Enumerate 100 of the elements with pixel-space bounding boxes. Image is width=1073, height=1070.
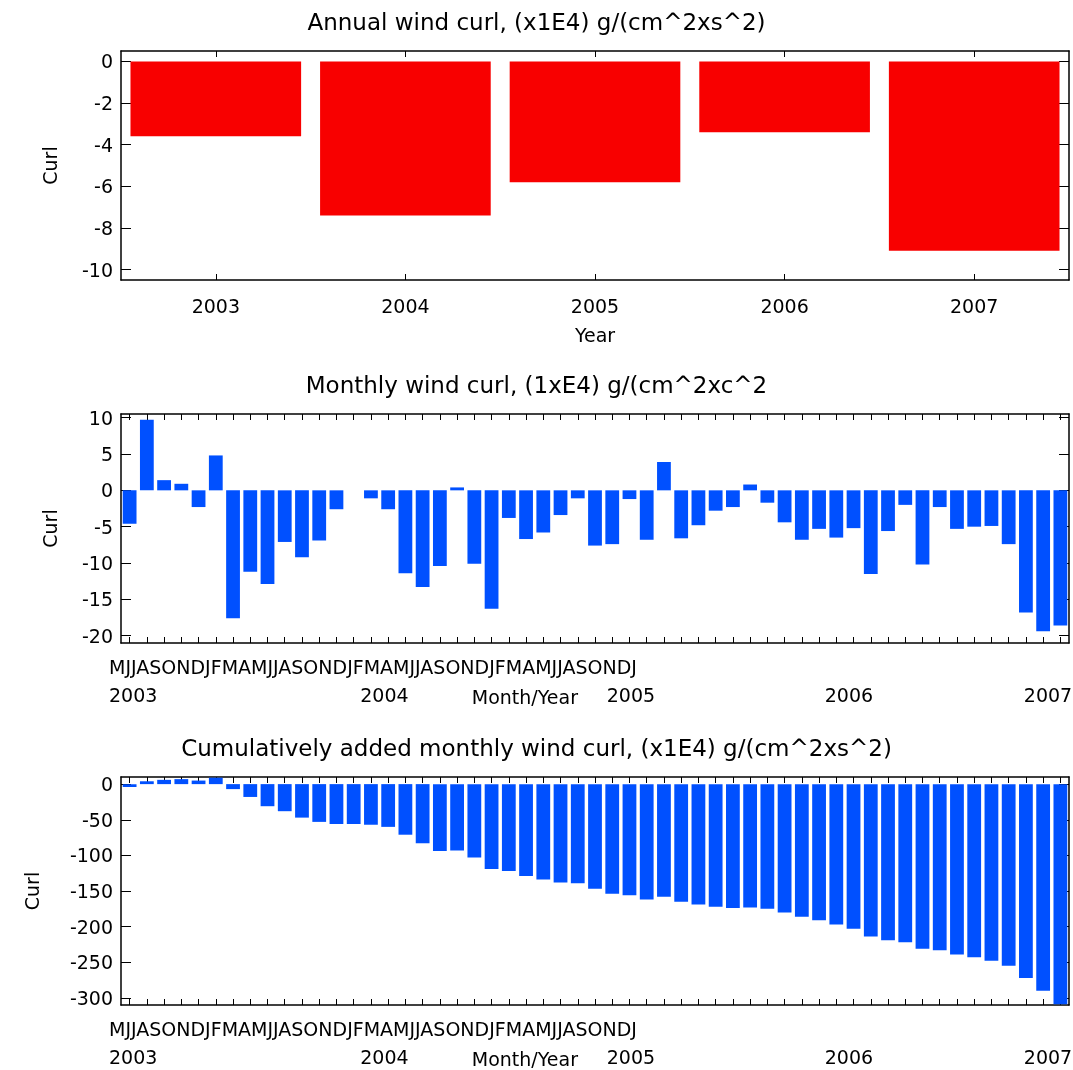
text: 2003	[109, 1045, 158, 1068]
bar	[536, 784, 551, 880]
bar	[881, 490, 895, 532]
bar	[743, 784, 758, 908]
y-tick-label: -10	[81, 258, 113, 281]
bar	[329, 784, 344, 825]
bar	[415, 784, 430, 844]
text: 2004	[360, 683, 409, 706]
y-tick-label: -8	[94, 216, 113, 239]
bar	[794, 490, 809, 540]
bar	[519, 490, 533, 540]
bar	[932, 784, 947, 951]
y-tick-label: -20	[81, 624, 113, 647]
bar	[760, 784, 775, 909]
bar	[122, 490, 137, 524]
bar	[226, 490, 240, 619]
bar	[364, 490, 378, 499]
bar	[691, 784, 706, 905]
bar	[898, 784, 913, 943]
bar	[829, 784, 844, 925]
y-tick-label: -100	[69, 844, 113, 867]
bar	[863, 490, 878, 574]
bar	[329, 490, 344, 510]
bar	[501, 784, 516, 872]
bar	[260, 784, 275, 807]
y-tick-label: -4	[94, 133, 113, 156]
bar	[570, 784, 585, 884]
y-axis-title: Curl	[38, 509, 61, 548]
bar	[295, 784, 309, 818]
bar	[657, 461, 671, 491]
bar	[639, 784, 654, 900]
x-tick-label: 2004	[381, 294, 430, 317]
y-axis-title: Curl	[20, 871, 43, 911]
bar	[381, 490, 396, 510]
bar	[536, 490, 551, 533]
bar	[277, 784, 292, 812]
x-axis-title: Month/Year	[471, 1047, 579, 1070]
bar	[708, 784, 723, 907]
x-tick-label: 2003	[191, 294, 240, 317]
y-tick-label: -50	[81, 808, 113, 831]
bar	[450, 487, 464, 491]
bar	[605, 784, 620, 894]
bar	[1036, 490, 1051, 632]
bar	[501, 490, 516, 518]
bar	[691, 490, 706, 526]
text: 2005	[606, 1045, 656, 1068]
y-tick-label: -6	[94, 175, 113, 198]
bar	[932, 490, 947, 508]
bar	[260, 490, 275, 585]
bar	[208, 777, 223, 785]
bar	[863, 784, 878, 937]
y-tick-label: 0	[100, 773, 113, 796]
bar	[1053, 490, 1068, 626]
bar	[381, 784, 396, 827]
y-tick-label: 0	[100, 479, 113, 502]
bar	[1036, 784, 1051, 991]
y-tick-label: -15	[81, 588, 113, 611]
bar	[346, 784, 361, 825]
text: 2006	[824, 683, 874, 706]
bar	[674, 784, 689, 902]
bar	[915, 490, 930, 565]
bar	[243, 490, 258, 572]
bar	[312, 490, 327, 541]
bar	[829, 490, 844, 538]
bar	[950, 490, 964, 529]
text: 2006	[824, 1045, 874, 1068]
bar	[708, 490, 723, 511]
x-axis-title: Month/Year	[471, 685, 579, 708]
bar	[484, 784, 499, 869]
bar	[984, 490, 999, 526]
bar	[1019, 784, 1033, 978]
x-tick-label: 2005	[570, 294, 620, 317]
bar	[846, 490, 861, 529]
bar	[174, 483, 189, 491]
y-tick-label: -5	[94, 515, 113, 538]
y-axis-title: Curl	[38, 146, 61, 185]
bar	[467, 490, 482, 564]
bar	[157, 779, 171, 785]
bar	[639, 490, 654, 540]
bar	[1019, 490, 1033, 613]
chart-title: Cumulatively added monthly wind curl, (x1E4) g/(cm^2xs^2)	[181, 734, 892, 761]
y-tick-label: 5	[100, 442, 113, 465]
bar	[484, 490, 499, 609]
bar	[226, 784, 240, 790]
bar	[295, 490, 309, 558]
y-tick-label: -10	[81, 552, 113, 575]
text: 2003	[109, 683, 158, 706]
bar	[415, 490, 430, 588]
bar	[174, 779, 189, 785]
y-tick-label: -250	[69, 951, 113, 974]
bar	[605, 490, 620, 545]
bar	[812, 490, 826, 529]
bar	[950, 784, 964, 955]
bar	[915, 784, 930, 949]
bar	[588, 490, 602, 546]
bar	[398, 784, 413, 835]
y-tick-label: 10	[88, 406, 113, 429]
text: 2007	[1023, 683, 1073, 706]
bar	[726, 490, 740, 508]
bar	[846, 784, 861, 929]
